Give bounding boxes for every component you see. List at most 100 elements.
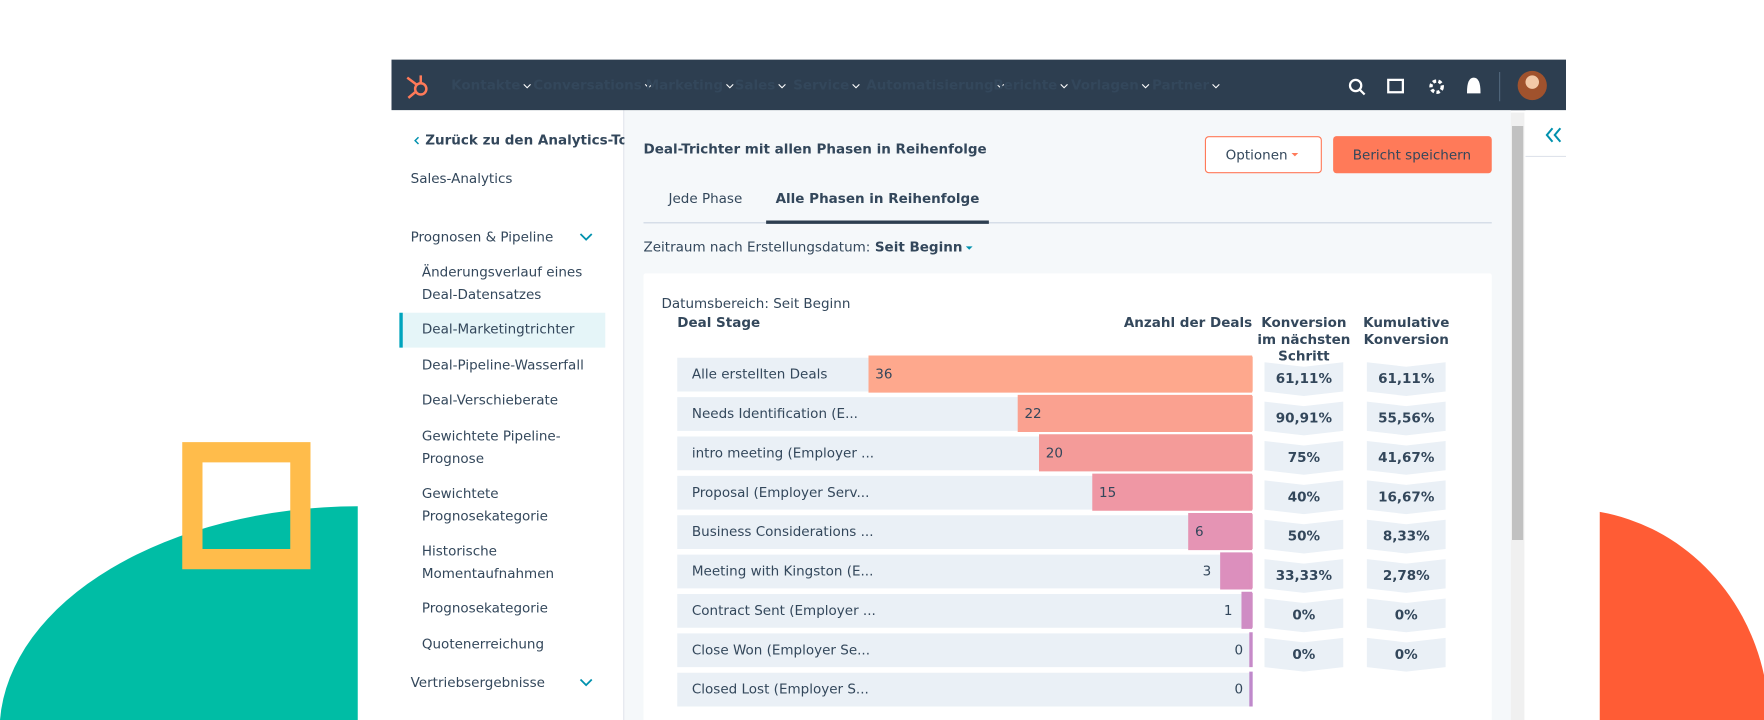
conversion-badge — [1264, 637, 1344, 672]
dropdown-caret — [1291, 153, 1299, 157]
bar-value: 15 — [1099, 485, 1116, 501]
bar-value: 36 — [875, 367, 892, 383]
row-band — [677, 594, 1253, 628]
sidebar-nav: Prognosen & Pipeline Änderungsverlauf ein… — [411, 229, 593, 691]
sidebar-item[interactable]: Quotenerreichung — [422, 637, 544, 653]
nav-caret — [1060, 83, 1068, 89]
notifications-icon[interactable] — [1466, 77, 1481, 94]
nav-item[interactable]: Service — [793, 78, 849, 94]
conversion-header: Konversion — [1261, 315, 1346, 331]
funnel-bar — [1241, 591, 1253, 629]
avatar-face — [1525, 75, 1539, 89]
cumulative-rate: 0% — [1395, 647, 1418, 663]
sidebar — [391, 110, 624, 720]
stage-label: Needs Identification (E... — [692, 406, 858, 422]
options-button[interactable] — [1204, 136, 1322, 174]
tab-underline — [766, 220, 989, 224]
nav-item[interactable]: Berichte — [993, 78, 1057, 94]
nav-icons — [1348, 72, 1501, 102]
chart-subtitle: Datumsbereich: Seit Beginn — [662, 296, 851, 312]
nav-item[interactable]: Partner — [1152, 78, 1210, 94]
conversion-rate: 61,11% — [1276, 371, 1333, 387]
row-band — [677, 554, 1253, 589]
cumulative-rate: 61,11% — [1378, 371, 1435, 387]
orange-shape — [1599, 511, 1764, 720]
cumulative-rate: 0% — [1395, 607, 1418, 623]
sidebar-item[interactable]: Gewichtete — [422, 486, 499, 502]
options-button-label[interactable]: Optionen — [1226, 147, 1288, 163]
sidebar-item[interactable]: Änderungsverlauf eines — [422, 262, 582, 280]
sidebar-item[interactable]: Deal-Datensatzes — [422, 287, 541, 303]
save-button-label[interactable]: Bericht speichern — [1353, 147, 1471, 163]
conversion-rate: 0% — [1292, 607, 1315, 623]
nav-caret — [644, 83, 653, 89]
filter-value[interactable]: Seit Beginn — [875, 240, 963, 256]
funnel-bar — [1092, 473, 1253, 511]
nav-caret — [1141, 83, 1150, 89]
stage-label: intro meeting (Employer ... — [692, 445, 874, 461]
conversion-badge — [1264, 598, 1344, 633]
section-label[interactable]: Prognosen & Pipeline — [411, 229, 554, 245]
cumulative-rate: 2,78% — [1383, 568, 1430, 584]
sidebar-item[interactable]: Deal-Pipeline-Wasserfall — [422, 358, 584, 374]
save-button[interactable] — [1333, 136, 1492, 174]
cumulative-header: Kumulative — [1363, 315, 1449, 331]
scrollbar-thumb[interactable] — [1512, 126, 1524, 540]
nav-items: Kontakte Conversations Marketing Sales Servi… — [451, 78, 1220, 94]
search-icon[interactable] — [1348, 78, 1363, 93]
conversion-badge — [1264, 559, 1344, 593]
conversion-rate: 90,91% — [1276, 411, 1333, 427]
funnel-bar — [1188, 513, 1253, 551]
nav-item[interactable]: Marketing — [646, 78, 723, 94]
sidebar-item[interactable]: Momentaufnahmen — [422, 566, 554, 582]
conversion-rate: 33,33% — [1276, 568, 1333, 584]
sidebar-title: Sales-Analytics — [411, 171, 513, 187]
nav-item[interactable]: Kontakte — [451, 78, 520, 94]
stage-label: Contract Sent (Employer ... — [692, 603, 876, 619]
bar-value: 0 — [1235, 682, 1244, 698]
right-panel — [1525, 110, 1566, 720]
sidebar-item[interactable]: Gewichtete Pipeline- — [422, 429, 561, 445]
sidebar-item[interactable]: Deal-Marketingtrichter — [422, 322, 575, 338]
marketplace-icon[interactable] — [1387, 78, 1404, 94]
sidebar-item[interactable]: Prognosekategorie — [422, 601, 548, 617]
cumulative-badge — [1366, 519, 1446, 554]
cumulative-badge — [1366, 401, 1446, 436]
stage-label: Proposal (Employer Serv... — [692, 485, 870, 501]
nav-caret — [726, 83, 734, 89]
sidebar-item[interactable]: Deal-Verschieberate — [422, 393, 558, 409]
nav-item[interactable]: Automatisierung — [866, 78, 993, 94]
cumulative-rate: 41,67% — [1378, 450, 1435, 466]
filter-label: Zeitraum nach Erstellungsdatum: — [644, 240, 871, 256]
bar-value: 22 — [1024, 406, 1041, 422]
tab-active[interactable]: Alle Phasen in Reihenfolge — [776, 191, 980, 207]
conversion-rate: 40% — [1288, 489, 1321, 505]
selected-item-marker — [399, 312, 403, 348]
nav-caret — [1212, 83, 1220, 89]
conversion-badge — [1264, 441, 1344, 475]
sidebar-item[interactable]: Prognose — [422, 451, 484, 467]
sidebar-item[interactable]: Historische — [422, 543, 497, 559]
stage-label: Closed Lost (Employer S... — [692, 682, 869, 698]
category-header: Deal Stage — [677, 315, 760, 331]
conversion-rate: 0% — [1292, 647, 1315, 663]
conversion-header: im nächsten — [1257, 332, 1350, 348]
nav-item[interactable]: Vorlagen — [1071, 78, 1139, 94]
bar-value: 0 — [1235, 642, 1244, 658]
bar-value: 3 — [1203, 564, 1212, 580]
collapse-icon[interactable] — [1545, 127, 1562, 143]
nav-item[interactable]: Sales — [735, 78, 776, 94]
settings-icon[interactable] — [1429, 79, 1444, 94]
section-chevron — [579, 233, 593, 241]
dropdown-caret — [965, 246, 973, 250]
tab[interactable]: Jede Phase — [667, 191, 742, 207]
sidebar-item[interactable]: Prognosekategorie — [422, 508, 548, 524]
back-link[interactable]: Zurück zu den Analytics-Tools — [425, 133, 650, 149]
conversion-rate: 75% — [1288, 450, 1321, 466]
stage-label: Alle erstellten Deals — [692, 367, 828, 383]
section-label[interactable]: Vertriebsergebnisse — [411, 675, 545, 691]
bar-value: 6 — [1195, 524, 1204, 540]
nav-item[interactable]: Conversations — [533, 78, 642, 94]
nav-bar — [391, 59, 1566, 111]
